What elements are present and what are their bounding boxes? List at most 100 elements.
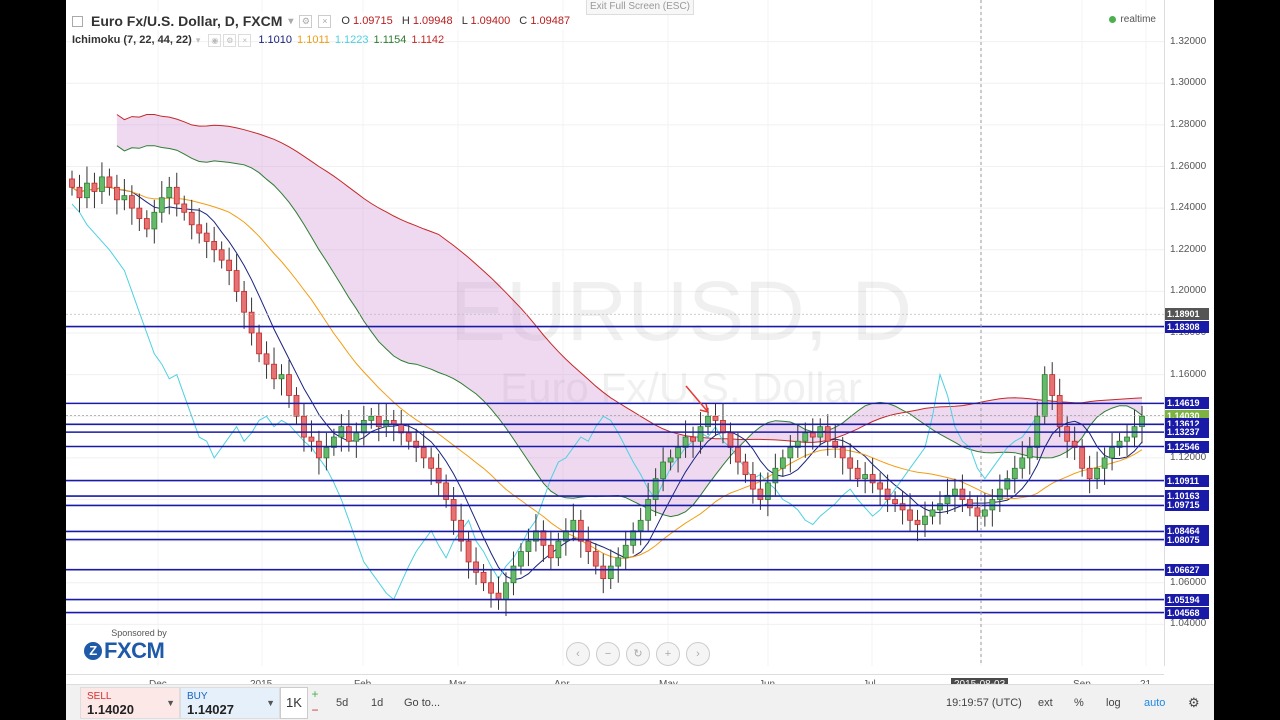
auto-toggle[interactable]: auto: [1144, 697, 1166, 709]
sell-button[interactable]: SELL 1.14020 ▼: [80, 687, 180, 719]
candle-body: [248, 311, 255, 334]
candle-body: [996, 488, 1003, 500]
settings-icon[interactable]: ⚙: [299, 14, 313, 28]
buy-price: 1.14027: [187, 702, 234, 717]
price-level-label: 1.13237: [1165, 426, 1209, 439]
chevron-right-icon[interactable]: ›: [686, 642, 710, 666]
candle-body: [151, 211, 158, 230]
candle-body: [1049, 374, 1056, 396]
gear-icon[interactable]: ⚙: [1188, 695, 1200, 710]
candle-body: [405, 432, 412, 442]
indicator-value: 1.1011: [297, 34, 330, 46]
price-tick-label: 1.04000: [1170, 618, 1207, 630]
buy-button[interactable]: BUY 1.14027 ▼: [180, 687, 280, 719]
candle-body: [555, 540, 562, 559]
candle-body: [1094, 467, 1101, 480]
candle-body: [899, 503, 906, 511]
candle-body: [211, 241, 218, 251]
chevron-left-icon[interactable]: ‹: [566, 642, 590, 666]
watermark-symbol: EURUSD, D: [450, 264, 912, 358]
percent-toggle[interactable]: %: [1074, 697, 1084, 709]
base-line: [71, 186, 1143, 559]
ext-toggle[interactable]: ext: [1038, 697, 1053, 709]
status-dot-icon: [1109, 16, 1117, 23]
indicator-value: 1.1010: [258, 34, 293, 46]
range-5d-button[interactable]: 5d: [336, 697, 349, 709]
price-level-label: 1.05194: [1165, 593, 1209, 606]
candle-body: [884, 488, 891, 500]
fxcm-logo: Z FXCM: [84, 638, 194, 664]
candle-body: [1109, 447, 1115, 459]
candle-body: [323, 447, 330, 459]
candle-body: [368, 415, 375, 421]
candle-body: [525, 540, 532, 552]
candle-body: [1101, 457, 1108, 469]
candle-body: [787, 447, 794, 459]
settings-icon[interactable]: ⚙: [223, 33, 237, 47]
candle-body: [360, 420, 367, 434]
candle-body: [495, 592, 502, 600]
sponsor-block[interactable]: Sponsored by Z FXCM: [84, 628, 194, 664]
indicator-value: 1.1223: [334, 34, 369, 46]
minus-icon[interactable]: −: [596, 642, 620, 666]
collapse-icon[interactable]: [72, 15, 83, 27]
plus-icon[interactable]: +: [656, 642, 680, 666]
candle-body: [121, 195, 128, 201]
candle-body: [832, 440, 839, 448]
candle-body: [233, 270, 240, 292]
candle-body: [226, 259, 233, 271]
annotation-arrow[interactable]: [685, 385, 710, 414]
symbol-title: Euro Fx/U.S. Dollar, D, FXCM: [91, 13, 283, 29]
chart-window: EURUSD, D Euro Fx/U.S. Dollar Exit Full …: [66, 0, 1214, 720]
exit-fullscreen-button[interactable]: Exit Full Screen (ESC): [586, 0, 694, 15]
chevron-down-icon[interactable]: ▼: [166, 698, 175, 708]
price-level-label: 1.04568: [1165, 606, 1209, 619]
candle-body: [922, 515, 928, 525]
candle-body: [981, 509, 988, 517]
candle-body: [630, 530, 637, 546]
candle-body: [839, 447, 846, 459]
increase-quantity-button[interactable]: +: [311, 687, 319, 701]
decrease-quantity-button[interactable]: −: [311, 703, 319, 717]
candle-body: [637, 519, 644, 532]
range-1d-button[interactable]: 1d: [371, 697, 384, 709]
candle-body: [869, 474, 876, 484]
reset-icon[interactable]: ↻: [626, 642, 650, 666]
chevron-down-icon[interactable]: ▾: [288, 15, 294, 27]
candle-body: [271, 363, 277, 380]
eye-icon[interactable]: ◉: [208, 33, 222, 47]
candle-body: [1041, 374, 1048, 417]
candle-body: [540, 530, 547, 546]
quantity-field[interactable]: 1K: [280, 687, 308, 719]
candle-body: [443, 482, 450, 500]
chart-navigation: ‹ − ↻ + ›: [566, 642, 710, 666]
chevron-down-icon[interactable]: ▾: [195, 34, 201, 45]
candle-body: [69, 178, 75, 188]
chart-plot-area[interactable]: EURUSD, D Euro Fx/U.S. Dollar Exit Full …: [66, 0, 1164, 666]
close-icon[interactable]: ×: [318, 14, 332, 28]
candle-body: [173, 186, 180, 205]
candle-body: [892, 499, 898, 505]
price-axis[interactable]: 1.32000 1.30000 1.28000 1.26000 1.24000 1.220…: [1164, 0, 1214, 666]
indicator-name: Ichimoku (7, 22, 44, 22): [72, 34, 192, 46]
goto-button[interactable]: Go to...: [404, 697, 441, 709]
candle-body: [1124, 436, 1130, 442]
chevron-down-icon[interactable]: ▼: [266, 698, 275, 708]
candle-body: [278, 374, 285, 380]
close-icon[interactable]: ×: [238, 33, 252, 47]
ohlc-readout: O 1.09715 H 1.09948 L 1.09400 C 1.09487: [341, 15, 571, 27]
candle-body: [218, 249, 225, 261]
candle-body: [615, 557, 622, 567]
log-toggle[interactable]: log: [1106, 697, 1121, 709]
candle-body: [952, 488, 958, 496]
candle-body: [413, 440, 420, 448]
candle-body: [143, 218, 150, 230]
candle-body: [705, 415, 711, 428]
candle-body: [929, 509, 936, 517]
candle-body: [301, 415, 307, 438]
candle-body: [600, 565, 607, 579]
candle-body: [473, 561, 479, 573]
candle-body: [503, 582, 509, 600]
candle-body: [585, 540, 592, 552]
candle-body: [241, 290, 247, 313]
